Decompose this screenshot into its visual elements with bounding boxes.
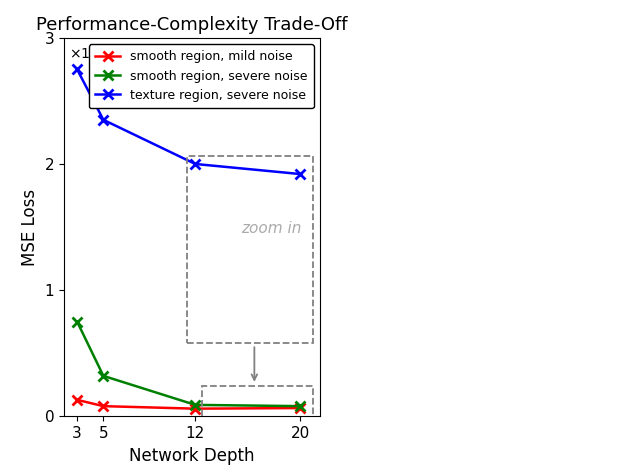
smooth region, severe noise: [100, 373, 108, 379]
Text: $\times10^{-3}$: $\times10^{-3}$: [69, 44, 114, 62]
X-axis label: Network Depth: Network Depth: [129, 447, 255, 464]
smooth region, mild noise: [191, 406, 199, 412]
smooth region, severe noise: [296, 403, 304, 409]
Title: Performance-Complexity Trade-Off: Performance-Complexity Trade-Off: [36, 16, 348, 34]
Bar: [188, 157, 314, 343]
Text: zoom in: zoom in: [241, 221, 301, 236]
texture region, severe noise: [191, 161, 199, 167]
Line: smooth region, severe noise: smooth region, severe noise: [72, 317, 305, 411]
texture region, severe noise: [100, 117, 108, 123]
smooth region, severe noise: [74, 319, 81, 324]
Legend: smooth region, mild noise, smooth region, severe noise, texture region, severe n: smooth region, mild noise, smooth region…: [89, 44, 314, 108]
Line: texture region, severe noise: texture region, severe noise: [72, 64, 305, 179]
texture region, severe noise: [296, 171, 304, 177]
Y-axis label: MSE Loss: MSE Loss: [21, 188, 39, 266]
smooth region, severe noise: [191, 402, 199, 408]
Line: smooth region, mild noise: smooth region, mild noise: [72, 395, 305, 413]
smooth region, mild noise: [74, 397, 81, 403]
texture region, severe noise: [74, 67, 81, 72]
Bar: [202, 386, 314, 418]
smooth region, mild noise: [100, 403, 108, 409]
smooth region, mild noise: [296, 405, 304, 411]
